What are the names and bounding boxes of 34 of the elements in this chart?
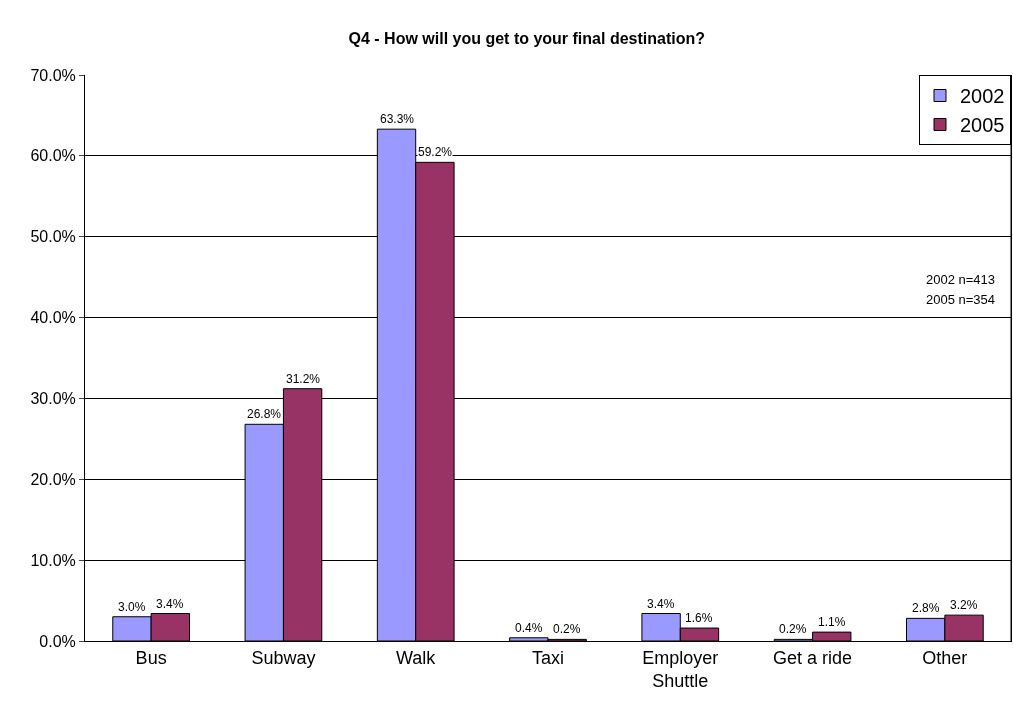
x-tick-label: Taxi	[531, 647, 565, 668]
data-label: 2.8%	[912, 601, 940, 615]
data-label: 3.0%	[118, 600, 146, 614]
x-tick-label: Bus	[135, 647, 167, 668]
data-label: 3.4%	[647, 597, 675, 611]
data-label: 0.2%	[779, 622, 807, 636]
annotation: 2005 n=354	[926, 292, 996, 307]
data-label: 1.6%	[685, 611, 713, 625]
data-label: 26.8%	[247, 407, 282, 421]
chart-title: Q4 - How will you get to your final destination?	[348, 29, 705, 47]
y-tick-label: 30.0%	[30, 390, 76, 408]
y-tick-label: 20.0%	[30, 470, 76, 488]
y-tick-label: 10.0%	[30, 551, 76, 569]
data-label: 0.2%	[553, 622, 581, 636]
data-label: 0.4%	[515, 621, 543, 635]
x-tick-label: Subway	[251, 647, 316, 668]
y-tick-label: 0.0%	[39, 632, 76, 650]
legend-label: 2005	[960, 114, 1005, 137]
data-label: 3.2%	[950, 598, 978, 612]
x-tick-label: Other	[922, 647, 968, 668]
x-tick-label: Walk	[396, 647, 437, 668]
data-label: 1.1%	[818, 615, 846, 629]
data-label: 59.2%	[418, 145, 453, 159]
annotation: 2002 n=413	[926, 272, 996, 287]
x-tick-label: Employer Shuttle	[642, 647, 719, 691]
y-tick-label: 40.0%	[30, 309, 76, 327]
data-label: 63.3%	[380, 112, 415, 126]
legend-label: 2002	[960, 85, 1005, 108]
data-label: 3.4%	[156, 597, 184, 611]
data-label: 31.2%	[286, 372, 321, 386]
y-tick-label: 60.0%	[30, 147, 76, 165]
y-tick-label: 50.0%	[30, 228, 76, 246]
x-tick-label: Get a ride	[773, 647, 853, 668]
y-tick-label: 70.0%	[30, 66, 76, 84]
